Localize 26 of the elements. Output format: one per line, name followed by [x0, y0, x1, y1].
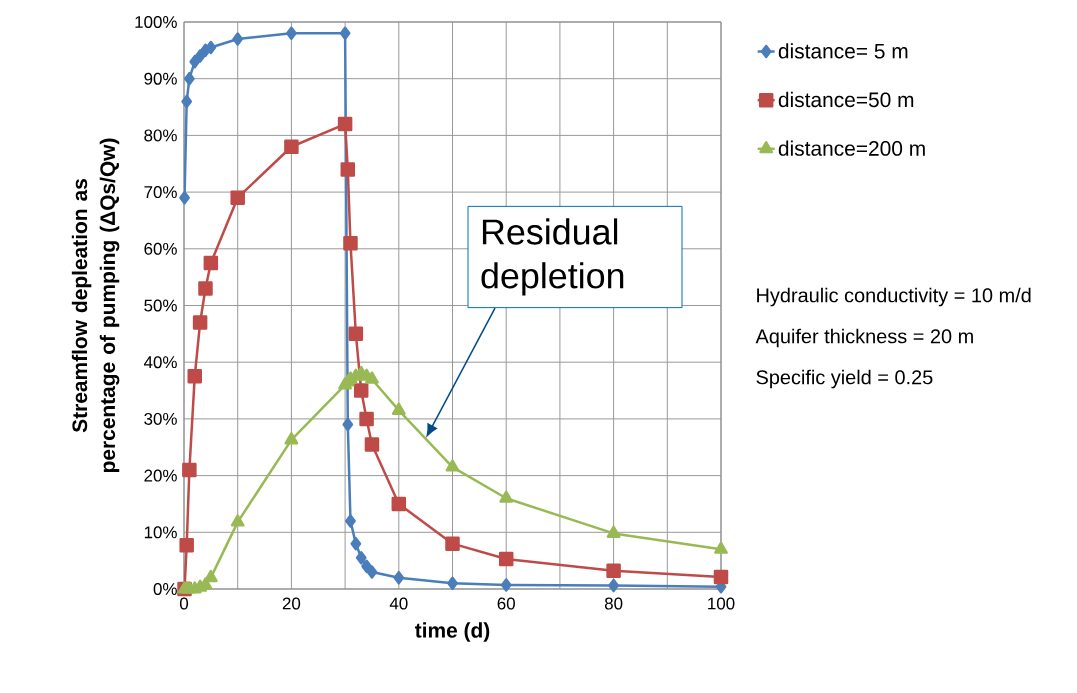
y-tick-label: 40% — [143, 356, 177, 369]
x-tick-label: 40 — [389, 597, 408, 610]
legend-label: distance= 5 m — [778, 43, 908, 59]
y-tick-label: 70% — [144, 186, 177, 199]
x-tick-label: 0 — [179, 597, 189, 610]
x-axis-title: time (d) — [414, 622, 490, 642]
x-tick-label: 20 — [282, 597, 301, 610]
text: Aquifer thickness = 20 m — [755, 328, 973, 348]
x-tick-label: 100 — [708, 597, 735, 610]
legend-label: distance=50 m — [778, 91, 914, 108]
annotation: Residual depletion — [481, 218, 624, 296]
text: Hydraulic conductivity = 10 m/d — [757, 287, 1031, 307]
y-tick-label: 20% — [144, 469, 177, 482]
y-tick-label: 100% — [135, 16, 177, 28]
y-tick-label: 50% — [144, 299, 177, 312]
legend-label: distance=200 m — [778, 140, 925, 156]
y-tick-label: 10% — [144, 526, 177, 539]
y-tick-label: 80% — [144, 129, 177, 142]
y-axis-title: Streamflow depleation as percentage of pumping (ΔQs/Qw) — [71, 138, 120, 473]
y-tick-label: 0% — [153, 583, 177, 595]
y-tick-label: 30% — [144, 412, 177, 425]
y-tick-label: 60% — [144, 242, 177, 255]
y-tick-label: 90% — [144, 72, 177, 85]
text: Specific yield = 0.25 — [756, 369, 933, 389]
x-tick-label: 80 — [604, 597, 623, 610]
x-tick-label: 60 — [497, 597, 515, 610]
